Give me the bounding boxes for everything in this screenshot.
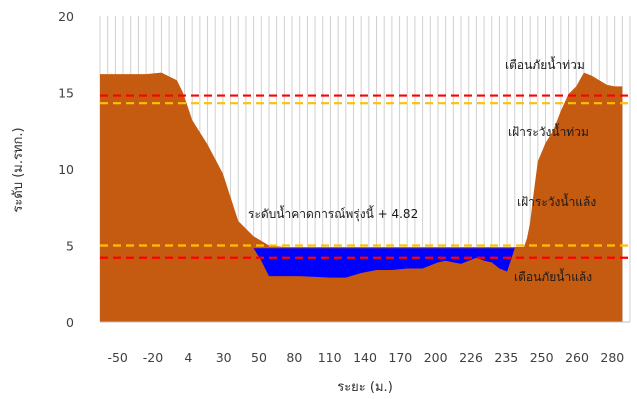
x-tick-label: 140 — [353, 350, 377, 365]
annotation-drought-watch: เฝ้าระวังน้ำแล้ง — [517, 193, 596, 209]
x-tick-label: 80 — [286, 350, 302, 365]
annotation-drought-warning: เตือนภัยน้ำแล้ง — [514, 268, 592, 284]
x-tick-label: -20 — [143, 350, 163, 365]
y-tick-label: 15 — [58, 86, 74, 101]
annotation-water-level: ระดับน้ำคาดการณ์พรุ่งนี้ + 4.82 — [248, 205, 418, 222]
x-tick-label: 30 — [216, 350, 232, 365]
x-tick-label: 250 — [530, 350, 554, 365]
x-tick-label: 280 — [600, 350, 624, 365]
x-tick-label: 4 — [184, 350, 192, 365]
x-tick-label: -50 — [107, 350, 127, 365]
y-tick-label: 5 — [66, 239, 74, 254]
x-tick-label: 260 — [565, 350, 589, 365]
annotation-flood-watch: เฝ้าระวังน้ำท่วม — [508, 123, 589, 139]
annotation-flood-warning: เตือนภัยน้ำท่วม — [505, 56, 585, 72]
y-tick-label: 0 — [66, 315, 74, 330]
y-axis-title: ระดับ (ม.รทก.) — [11, 127, 26, 212]
x-tick-label: 200 — [424, 350, 448, 365]
y-tick-label: 10 — [58, 162, 74, 177]
x-axis-title: ระยะ (ม.) — [337, 380, 393, 395]
x-tick-label: 170 — [388, 350, 412, 365]
x-tick-label: 50 — [251, 350, 267, 365]
x-tick-label: 235 — [494, 350, 518, 365]
x-tick-label: 226 — [459, 350, 483, 365]
x-tick-label: 110 — [318, 350, 342, 365]
y-tick-label: 20 — [58, 9, 74, 24]
